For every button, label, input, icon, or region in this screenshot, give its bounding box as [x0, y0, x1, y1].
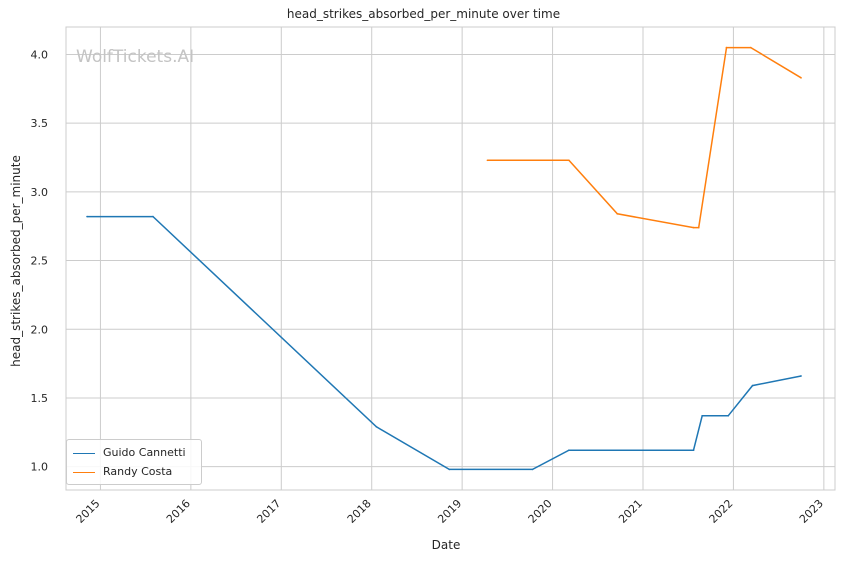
data-point	[692, 449, 695, 451]
data-point	[86, 215, 88, 218]
data-point	[701, 415, 704, 417]
chart-title: head_strikes_absorbed_per_minute over ti…	[286, 7, 561, 21]
y-tick-label: 3.5	[31, 117, 49, 130]
data-point	[725, 46, 728, 49]
y-tick-label: 3.0	[31, 186, 49, 199]
data-point	[697, 226, 700, 229]
y-tick-label: 4.0	[31, 48, 49, 61]
x-tick-label: 2022	[707, 497, 736, 526]
data-point	[616, 213, 619, 215]
data-point	[568, 449, 570, 451]
data-point	[568, 159, 570, 162]
data-point	[727, 415, 730, 417]
plot-frame	[65, 26, 836, 491]
data-point	[486, 159, 489, 162]
watermark-text: WolfTickets.AI	[76, 47, 195, 67]
legend-label-series-2: Randy Costa	[103, 465, 173, 478]
y-axis-label: head_strikes_absorbed_per_minute	[9, 155, 23, 367]
legend-item-series-2: Randy Costa	[73, 465, 172, 479]
legend-swatch-series-2	[73, 471, 95, 473]
data-point	[152, 215, 154, 218]
data-point	[800, 375, 802, 377]
data-point	[800, 77, 802, 79]
series-line-2	[487, 46, 802, 229]
x-tick-label: 2021	[616, 497, 645, 526]
data-point	[448, 468, 451, 471]
series-layer	[86, 46, 802, 471]
x-tick-label: 2023	[797, 497, 826, 526]
data-point	[692, 226, 695, 229]
x-tick-label: 2020	[526, 497, 555, 526]
grid	[66, 27, 835, 490]
legend-swatch-series-1	[73, 452, 95, 454]
y-tick-label: 1.5	[31, 392, 49, 405]
x-tick-label: 2017	[254, 497, 283, 526]
data-point	[749, 46, 752, 49]
data-point	[531, 468, 534, 471]
x-tick-label: 2015	[74, 497, 103, 526]
legend-label-series-1: Guido Cannetti	[103, 446, 186, 459]
data-point	[375, 426, 378, 428]
x-axis-label: Date	[432, 538, 461, 552]
x-tick-label: 2018	[345, 497, 374, 526]
data-point	[751, 384, 754, 387]
x-tick-label: 2016	[164, 497, 193, 526]
y-tick-label: 2.0	[31, 323, 49, 336]
legend: Guido Cannetti Randy Costa	[66, 439, 202, 485]
y-tick-label: 1.0	[31, 461, 49, 474]
x-tick-label: 2019	[435, 497, 464, 526]
y-tick-label: 2.5	[31, 255, 49, 268]
legend-item-series-1: Guido Cannetti	[73, 446, 186, 460]
